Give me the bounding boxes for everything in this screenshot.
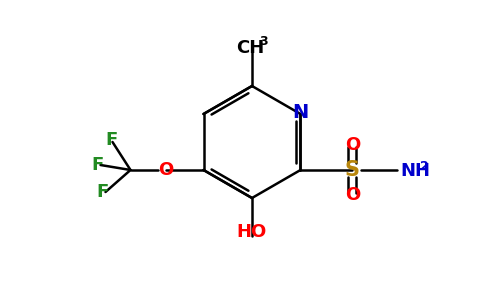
Text: NH: NH bbox=[400, 162, 430, 180]
Text: S: S bbox=[345, 160, 360, 180]
Text: F: F bbox=[96, 183, 108, 201]
Text: HO: HO bbox=[237, 223, 267, 241]
Text: F: F bbox=[106, 131, 118, 149]
Text: N: N bbox=[292, 103, 309, 122]
Text: F: F bbox=[91, 156, 104, 174]
Text: O: O bbox=[345, 186, 360, 204]
Text: 3: 3 bbox=[258, 35, 267, 48]
Text: CH: CH bbox=[236, 39, 264, 57]
Text: 2: 2 bbox=[421, 160, 429, 172]
Text: O: O bbox=[345, 136, 360, 154]
Text: O: O bbox=[158, 161, 173, 179]
